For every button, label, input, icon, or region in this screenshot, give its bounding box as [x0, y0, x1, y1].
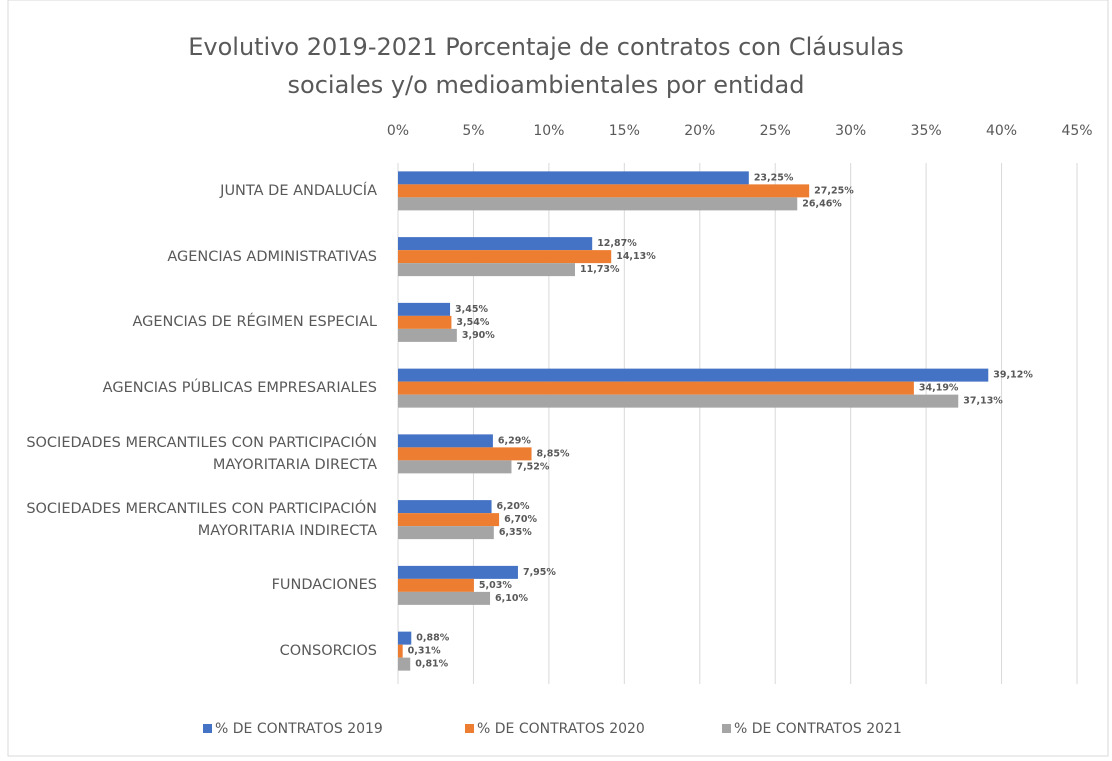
x-tick-label: 40% [986, 123, 1017, 139]
x-tick-label: 30% [835, 123, 866, 139]
x-tick-label: 25% [760, 123, 791, 139]
data-label: 6,29% [498, 435, 531, 446]
bar [398, 250, 612, 264]
data-label: 37,13% [963, 396, 1003, 407]
data-label: 8,85% [537, 448, 570, 459]
chart-title: Evolutivo 2019-2021 Porcentaje de contra… [188, 33, 904, 99]
bar [398, 526, 494, 540]
legend-swatch [722, 724, 731, 733]
x-tick-label: 0% [387, 123, 409, 139]
bar [398, 302, 451, 316]
data-label: 12,87% [597, 238, 637, 249]
y-tick-label: AGENCIAS PÚBLICAS EMPRESARIALES [102, 380, 377, 397]
bar [398, 631, 412, 645]
bar [398, 565, 518, 579]
bar [398, 197, 798, 211]
legend-label: % DE CONTRATOS 2021 [734, 721, 902, 737]
data-label: 6,10% [495, 593, 528, 604]
bar [398, 578, 474, 592]
data-label: 0,81% [415, 659, 448, 670]
bar [398, 434, 493, 448]
bar [398, 513, 500, 527]
data-label: 3,54% [456, 317, 489, 328]
data-label: 39,12% [993, 370, 1033, 381]
bar [398, 381, 914, 395]
data-label: 14,13% [616, 251, 656, 262]
data-label: 27,25% [814, 185, 854, 196]
bar [398, 460, 512, 474]
data-label: 6,20% [497, 501, 530, 512]
x-tick-label: 35% [911, 123, 942, 139]
data-label: 0,88% [416, 633, 449, 644]
y-tick-label: AGENCIAS DE RÉGIMEN ESPECIAL [132, 314, 377, 331]
y-tick-label: SOCIEDADES MERCANTILES CON PARTICIPACIÓN… [26, 500, 377, 539]
bar [398, 394, 959, 408]
bar [398, 657, 411, 671]
data-label: 7,95% [523, 567, 556, 578]
bar [398, 447, 532, 461]
legend-label: % DE CONTRATOS 2020 [477, 721, 645, 737]
bar [398, 368, 989, 382]
data-label: 3,90% [462, 330, 495, 341]
legend-label: % DE CONTRATOS 2019 [215, 721, 383, 737]
bar [398, 500, 492, 514]
bar [398, 591, 491, 605]
data-label: 6,70% [504, 514, 537, 525]
legend-swatch [203, 724, 212, 733]
data-label: 11,73% [580, 264, 620, 275]
data-label: 3,45% [455, 304, 488, 315]
data-label: 23,25% [754, 172, 794, 183]
bar [398, 263, 575, 277]
bar [398, 184, 810, 198]
x-tick-label: 45% [1061, 123, 1092, 139]
bar [398, 315, 452, 329]
y-tick-label: AGENCIAS ADMINISTRATIVAS [167, 248, 377, 265]
y-tick-label: SOCIEDADES MERCANTILES CON PARTICIPACIÓN… [26, 434, 377, 473]
data-label: 26,46% [802, 198, 842, 209]
bar [398, 328, 457, 342]
bar [398, 644, 403, 658]
x-tick-label: 5% [462, 123, 484, 139]
y-tick-label: FUNDACIONES [271, 577, 377, 594]
bar [398, 171, 749, 185]
data-label: 6,35% [499, 527, 532, 538]
legend-swatch [465, 724, 474, 733]
y-tick-label: CONSORCIOS [279, 643, 377, 660]
data-label: 0,31% [408, 646, 441, 657]
y-tick-label: JUNTA DE ANDALUCÍA [220, 182, 377, 199]
data-label: 7,52% [516, 461, 549, 472]
x-tick-label: 15% [609, 123, 640, 139]
data-label: 34,19% [919, 383, 959, 394]
x-tick-label: 20% [684, 123, 715, 139]
chart-border [7, 0, 1109, 757]
data-label: 5,03% [479, 580, 512, 591]
x-tick-label: 10% [533, 123, 564, 139]
bar [398, 237, 593, 251]
